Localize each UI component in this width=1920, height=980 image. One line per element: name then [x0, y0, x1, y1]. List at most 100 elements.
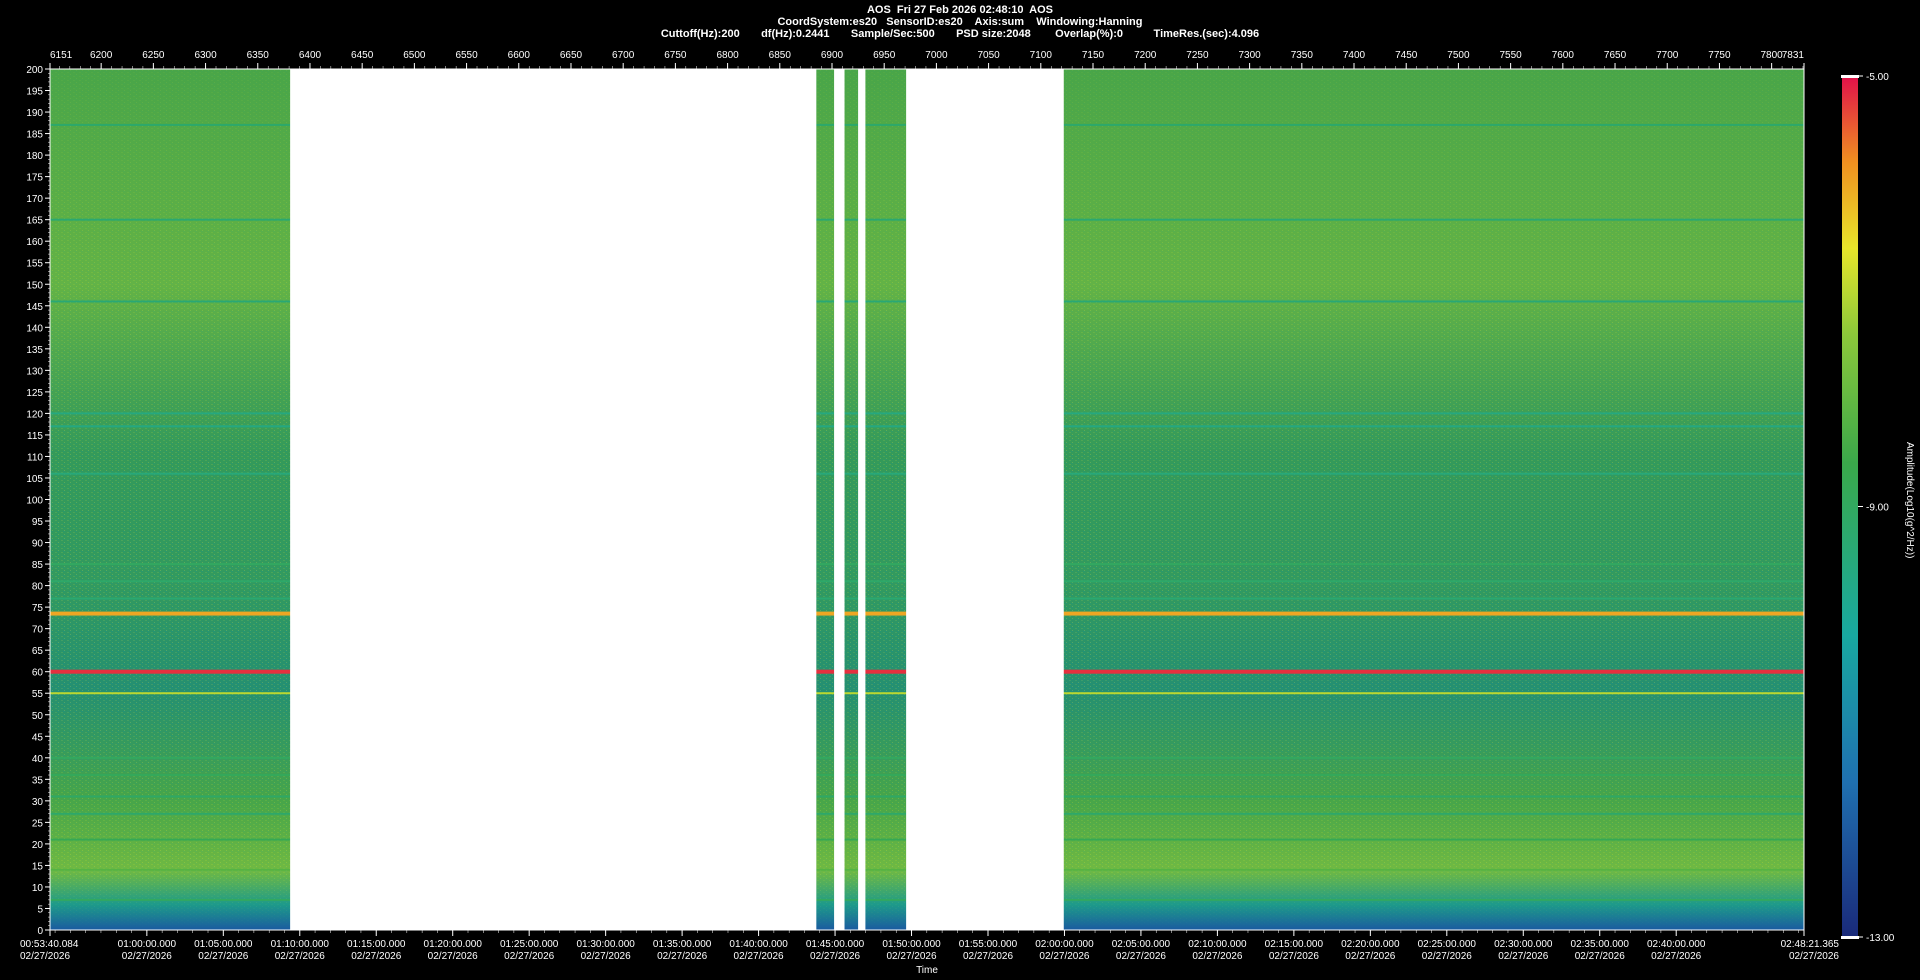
colorbar-label: Amplitude(Log10(g^2/Hz)) — [1904, 442, 1915, 559]
x-tick-time-label: 02:40:00.000 — [1647, 939, 1706, 950]
x-tick-time-label: 02:30:00.000 — [1494, 939, 1553, 950]
x-tick-date-label: 02/27/2026 — [1498, 951, 1548, 962]
x-tick-time-label: 01:15:00.000 — [347, 939, 406, 950]
top-tick-label: 6950 — [873, 50, 896, 61]
top-tick-label: 6151 — [50, 50, 73, 61]
colorbar-gradient — [1842, 76, 1858, 937]
x-tick-date-label: 02/27/2026 — [657, 951, 707, 962]
top-tick-label: 7831 — [1782, 50, 1805, 61]
y-tick-label: 95 — [32, 517, 44, 528]
y-axis: 0 5 10 15 20 25 30 35 40 45 50 55 60 65 70 75 80 85 90 95 10… — [26, 65, 50, 937]
y-tick-label: 85 — [32, 560, 44, 571]
x-tick-time-label: 02:05:00.000 — [1112, 939, 1171, 950]
y-tick-label: 110 — [27, 452, 43, 463]
top-tick-label: 6750 — [664, 50, 687, 61]
y-tick-label: 20 — [32, 840, 44, 851]
top-tick-label: 6700 — [612, 50, 635, 61]
y-tick-label: 75 — [32, 603, 44, 614]
top-tick-label: 7500 — [1447, 50, 1470, 61]
x-tick-time-label: 02:20:00.000 — [1341, 939, 1400, 950]
top-tick-label: 7550 — [1499, 50, 1522, 61]
x-tick-date-label: 02/27/2026 — [1116, 951, 1166, 962]
x-tick-time-label: 01:40:00.000 — [729, 939, 788, 950]
x-tick-time-label: 01:35:00.000 — [653, 939, 712, 950]
top-tick-label: 6850 — [769, 50, 792, 61]
data-gap-3 — [858, 69, 866, 930]
top-tick-label: 6900 — [821, 50, 844, 61]
y-tick-label: 90 — [32, 539, 44, 550]
x-tick-date-label: 02/27/2026 — [581, 951, 631, 962]
top-tick-label: 6350 — [247, 50, 270, 61]
x-tick-date-label: 02/27/2026 — [1422, 951, 1472, 962]
y-tick-label: 10 — [32, 883, 44, 894]
y-tick-label: 155 — [26, 259, 43, 270]
top-tick-label: 7700 — [1656, 50, 1679, 61]
colorbar-top-marker — [1841, 75, 1859, 78]
x-tick-date-label: 02/27/2026 — [810, 951, 860, 962]
x-tick-time-label: 01:20:00.000 — [424, 939, 483, 950]
x-tick-date-label: 02/27/2026 — [275, 951, 325, 962]
colorbar-tick-label: -9.00 — [1866, 503, 1889, 514]
x-tick-time-label: 01:30:00.000 — [576, 939, 635, 950]
y-tick-label: 40 — [32, 754, 44, 765]
x-tick-time-label: 01:00:00.000 — [118, 939, 177, 950]
colorbar: -5.00 -9.00 -13.00 — [1841, 72, 1895, 944]
y-tick-label: 55 — [32, 689, 44, 700]
colorbar-bottom-marker — [1841, 936, 1859, 939]
y-tick-label: 80 — [32, 582, 44, 593]
y-tick-label: 45 — [32, 732, 44, 743]
colorbar-tick-label: -13.00 — [1866, 933, 1895, 944]
top-tick-label: 7350 — [1291, 50, 1314, 61]
top-tick-label: 6450 — [351, 50, 374, 61]
data-gap-1 — [290, 69, 817, 930]
x-tick-date-label: 02/27/2026 — [1345, 951, 1395, 962]
top-tick-label: 6200 — [90, 50, 113, 61]
top-tick-label: 6250 — [142, 50, 165, 61]
y-tick-label: 150 — [26, 280, 43, 291]
top-tick-label: 7200 — [1134, 50, 1157, 61]
y-tick-label: 165 — [26, 216, 43, 227]
x-tick-date-label: 02/27/2026 — [1789, 951, 1839, 962]
x-tick-date-label: 02/27/2026 — [1269, 951, 1319, 962]
y-tick-label: 190 — [26, 108, 43, 119]
data-gap-4 — [906, 69, 1064, 930]
top-tick-label: 7800 — [1761, 50, 1784, 61]
top-tick-label: 6800 — [716, 50, 739, 61]
y-tick-label: 50 — [32, 711, 44, 722]
x-tick-date-label: 02/27/2026 — [198, 951, 248, 962]
top-tick-label: 7250 — [1186, 50, 1209, 61]
x-tick-time-label: 01:05:00.000 — [194, 939, 253, 950]
x-tick-time-label: 02:15:00.000 — [1265, 939, 1324, 950]
top-axis: 6151 6200 6250 6300 6350 6400 6450 6500 6550 6600… — [49, 50, 1805, 69]
top-tick-label: 7050 — [977, 50, 1000, 61]
top-tick-label: 7450 — [1395, 50, 1418, 61]
y-tick-label: 185 — [26, 130, 43, 141]
top-tick-label: 7600 — [1552, 50, 1575, 61]
x-tick-date-label: 02/27/2026 — [122, 951, 172, 962]
top-tick-label: 7000 — [925, 50, 948, 61]
top-tick-label: 7650 — [1604, 50, 1627, 61]
y-tick-label: 200 — [26, 65, 43, 76]
y-tick-label: 60 — [32, 668, 44, 679]
x-axis-time: 00:53:40.08402/27/202601:00:00.00002/27/… — [20, 930, 1839, 976]
x-tick-date-label: 02/27/2026 — [351, 951, 401, 962]
y-tick-label: 170 — [26, 194, 43, 205]
top-tick-label: 7300 — [1238, 50, 1261, 61]
x-tick-date-label: 02/27/2026 — [963, 951, 1013, 962]
top-tick-label: 6650 — [560, 50, 583, 61]
x-tick-date-label: 02/27/2026 — [504, 951, 554, 962]
y-tick-label: 70 — [32, 625, 44, 636]
top-tick-label: 6600 — [508, 50, 531, 61]
y-tick-label: 175 — [26, 173, 43, 184]
x-tick-time-label: 02:10:00.000 — [1188, 939, 1247, 950]
plot-area — [50, 69, 1804, 930]
y-tick-label: 180 — [26, 151, 43, 162]
x-tick-date-label: 02/27/2026 — [1651, 951, 1701, 962]
y-tick-label: 125 — [26, 388, 43, 399]
y-tick-label: 120 — [26, 409, 43, 420]
colorbar-tick-label: -5.00 — [1866, 72, 1889, 83]
y-tick-label: 145 — [26, 302, 43, 313]
x-tick-time-label: 00:53:40.084 — [20, 939, 79, 950]
chart-subtitle-config: CoordSystem:es20 SensorID:es20 Axis:sum … — [777, 16, 1143, 28]
x-tick-time-label: 02:00:00.000 — [1035, 939, 1094, 950]
